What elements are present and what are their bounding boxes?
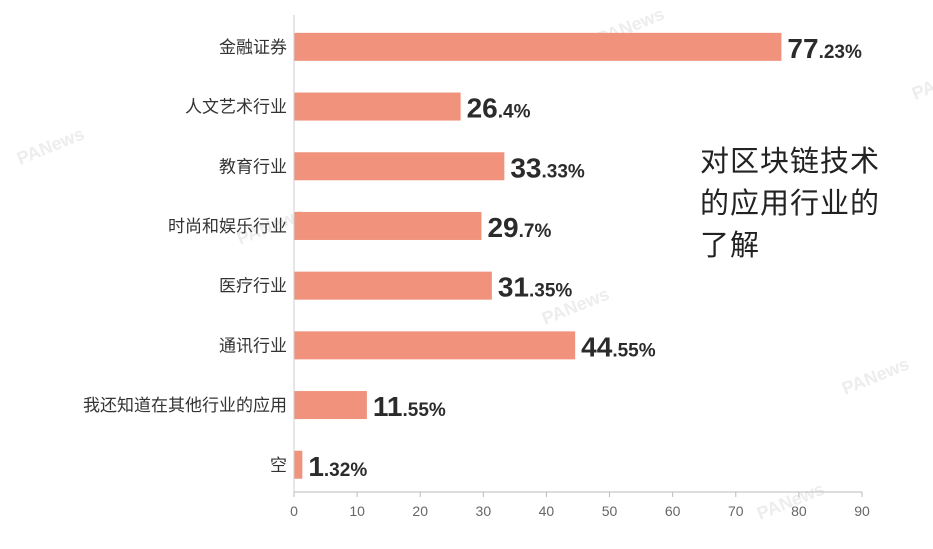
- x-tick-label: 30: [476, 503, 492, 519]
- category-labels-layer: 金融证券人文艺术行业教育行业时尚和娱乐行业医疗行业通讯行业我还知道在其他行业的应…: [83, 38, 287, 476]
- category-label: 人文艺术行业: [185, 98, 287, 118]
- watermark-text: PANews: [909, 59, 933, 104]
- category-label: 时尚和娱乐行业: [168, 217, 287, 237]
- x-axis: 0 10 20 30 40 50 60 70 80 90: [290, 15, 870, 519]
- chart-title: 对区块链技术的应用行业的了解: [700, 144, 881, 262]
- data-label: 26.4%: [467, 93, 531, 124]
- data-label: 77.23%: [787, 33, 862, 64]
- category-label: 教育行业: [219, 157, 287, 177]
- data-label: 31.35%: [498, 272, 573, 303]
- data-label: 29.7%: [487, 212, 551, 243]
- x-tick-label: 40: [539, 503, 555, 519]
- bar: [294, 271, 492, 300]
- data-label: 11.55%: [373, 391, 446, 422]
- data-label: 44.55%: [581, 331, 656, 362]
- x-tick-label: 0: [290, 503, 298, 519]
- x-tick-label: 10: [349, 503, 365, 519]
- bar: [294, 331, 576, 360]
- data-label: 33.33%: [510, 152, 585, 183]
- x-tick-label: 80: [791, 503, 807, 519]
- x-tick-label: 90: [854, 503, 870, 519]
- category-label: 金融证券: [219, 38, 287, 58]
- bars-layer: [294, 32, 782, 479]
- category-label: 我还知道在其他行业的应用: [83, 396, 287, 416]
- x-tick-label: 60: [665, 503, 681, 519]
- bar: [294, 32, 782, 61]
- value-labels-layer: 77.23% 26.4% 33.33% 29.7% 31.35% 44.55% 11.55%…: [308, 33, 862, 482]
- watermark-text: PANews: [14, 124, 87, 169]
- x-tick-label: 50: [602, 503, 618, 519]
- bar: [294, 391, 367, 420]
- category-label: 通讯行业: [219, 336, 287, 356]
- bar: [294, 92, 461, 121]
- x-tick-label: 70: [728, 503, 744, 519]
- category-label: 医疗行业: [219, 277, 287, 297]
- watermark-layer: PANewsPANewsPANewsPANewsPANewsPANewsPANe…: [14, 4, 933, 524]
- category-label: 空: [270, 456, 287, 476]
- watermark-text: PANews: [839, 354, 912, 399]
- data-label: 1.32%: [308, 451, 367, 482]
- bar: [294, 152, 505, 181]
- x-tick-label: 20: [412, 503, 428, 519]
- bar: [294, 450, 303, 479]
- bar: [294, 211, 482, 240]
